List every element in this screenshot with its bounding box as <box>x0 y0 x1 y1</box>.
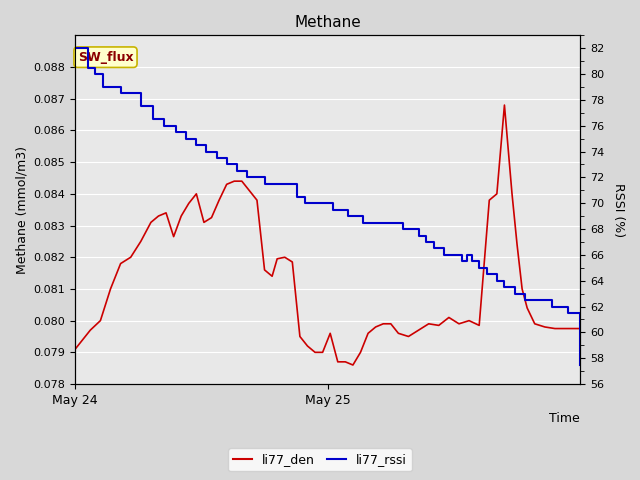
Line: li77_rssi: li77_rssi <box>75 48 580 365</box>
li77_rssi <box>150 116 157 122</box>
li77_den <box>71 346 79 352</box>
li77_den <box>500 102 508 108</box>
li77_rssi <box>577 362 584 368</box>
li77_den <box>577 325 584 331</box>
Text: SW_flux: SW_flux <box>77 51 133 64</box>
Legend: li77_den, li77_rssi: li77_den, li77_rssi <box>228 448 412 471</box>
Y-axis label: Methane (mmol/m3): Methane (mmol/m3) <box>15 146 28 274</box>
li77_rssi <box>440 252 447 258</box>
li77_den <box>319 349 326 355</box>
li77_rssi <box>71 46 79 51</box>
li77_den <box>349 362 356 368</box>
li77_rssi <box>344 213 352 219</box>
li77_den <box>230 178 238 184</box>
li77_den <box>303 343 311 349</box>
Title: Methane: Methane <box>294 15 361 30</box>
li77_den <box>215 197 223 203</box>
li77_rssi <box>116 91 124 96</box>
li77_rssi <box>84 65 92 71</box>
Text: Time: Time <box>550 412 580 425</box>
Y-axis label: RSSI (%): RSSI (%) <box>612 182 625 237</box>
li77_den <box>566 325 574 331</box>
Line: li77_den: li77_den <box>75 105 580 365</box>
li77_den <box>425 321 433 327</box>
li77_rssi <box>212 155 220 161</box>
